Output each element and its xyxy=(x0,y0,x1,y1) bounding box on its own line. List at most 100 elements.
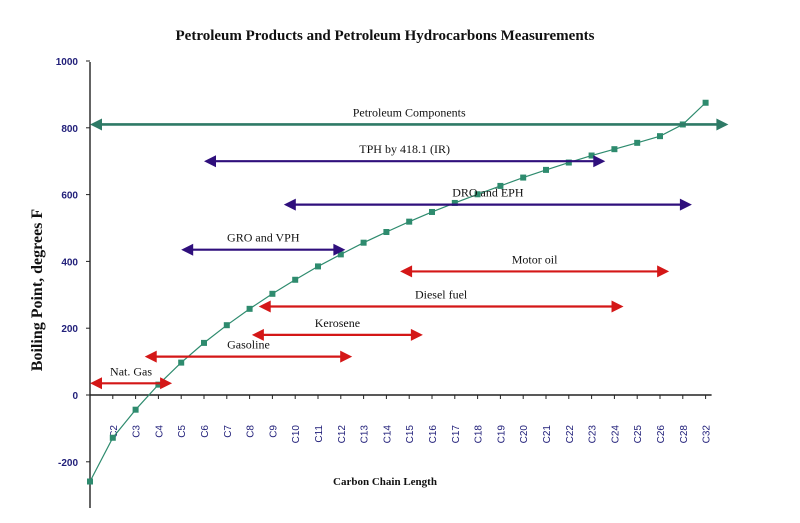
range-label: TPH by 418.1 (IR) xyxy=(359,142,450,156)
axes: -200 0 200 400 600 800 1000 C2 C3 C4 C5 C6 C7 C8 C9 C10… xyxy=(56,57,713,508)
data-point xyxy=(429,208,435,215)
data-point xyxy=(657,133,663,140)
x-tick-label: C8 xyxy=(246,425,257,438)
x-tick-label: C26 xyxy=(656,425,667,444)
data-point xyxy=(588,152,595,159)
data-point xyxy=(565,159,572,166)
x-tick-label: C3 xyxy=(132,425,143,438)
x-tick-label: C19 xyxy=(496,425,507,444)
data-point xyxy=(360,239,367,246)
x-tick-label: C12 xyxy=(337,425,348,444)
x-axis-label: Carbon Chain Length xyxy=(333,476,437,488)
x-tick-label: C22 xyxy=(565,425,576,444)
range-head-right xyxy=(333,243,346,256)
y-tick-label: 200 xyxy=(61,324,78,335)
range-head-right xyxy=(657,265,670,278)
range-arrows: Petroleum Components TPH by 418.1 (IR) DRO… xyxy=(90,105,729,390)
range-label: Petroleum Components xyxy=(353,105,466,119)
y-tick-label: 400 xyxy=(61,257,78,268)
range-head-right xyxy=(160,377,173,390)
range-label: Diesel fuel xyxy=(415,287,468,301)
data-point xyxy=(520,174,527,181)
x-tick-label: C23 xyxy=(588,425,599,444)
x-tick-label: C2 xyxy=(109,425,120,438)
range-head-left xyxy=(258,300,271,313)
range-arrow: DRO and EPH xyxy=(283,186,692,211)
chart-title: Petroleum Products and Petroleum Hydroca… xyxy=(176,28,595,44)
range-head-left xyxy=(181,243,194,256)
data-point xyxy=(155,381,162,388)
data-point xyxy=(315,263,321,270)
range-head-left xyxy=(144,350,157,363)
x-tick-label: C5 xyxy=(177,425,188,438)
data-point xyxy=(132,406,139,413)
range-arrow: Diesel fuel xyxy=(258,287,624,313)
range-arrow: Motor oil xyxy=(400,252,670,278)
range-head-right xyxy=(611,300,624,313)
data-point xyxy=(223,322,230,329)
x-tick-label: C10 xyxy=(291,425,302,444)
x-tick-label: C18 xyxy=(474,425,485,444)
x-tick-label: C28 xyxy=(679,425,690,444)
range-label: Nat. Gas xyxy=(110,364,152,378)
y-tick-label: 800 xyxy=(61,124,78,135)
data-point xyxy=(109,434,116,441)
series-line xyxy=(89,102,707,482)
data-point xyxy=(269,290,276,297)
range-label: Kerosene xyxy=(315,316,360,330)
x-tick-label: C15 xyxy=(405,425,416,444)
x-tick-label: C9 xyxy=(268,425,279,438)
range-head-left xyxy=(204,155,216,168)
x-tick-label: C4 xyxy=(154,425,165,438)
range-head-right xyxy=(716,118,729,131)
x-tick-label: C16 xyxy=(428,425,439,444)
data-point xyxy=(497,182,504,189)
x-tick-label: C11 xyxy=(314,425,325,443)
y-axis-label: Boiling Point, degrees F xyxy=(29,209,46,372)
data-point xyxy=(611,146,618,153)
data-point xyxy=(406,218,413,225)
range-label: Motor oil xyxy=(512,252,558,266)
range-arrow: Gasoline xyxy=(144,338,353,363)
x-tick-label: C14 xyxy=(382,425,393,444)
data-point xyxy=(543,166,549,173)
data-point xyxy=(87,478,93,485)
data-point xyxy=(337,251,344,258)
range-head-left xyxy=(283,198,296,211)
range-head-left xyxy=(400,265,413,278)
range-label: Gasoline xyxy=(227,338,270,352)
y-tick-label: 1000 xyxy=(56,57,79,68)
range-arrow: GRO and VPH xyxy=(181,231,346,256)
range-head-left xyxy=(251,328,264,341)
data-point xyxy=(702,99,709,106)
x-tick-label: C24 xyxy=(610,425,621,444)
x-tick-label: C13 xyxy=(360,425,371,444)
range-head-right xyxy=(410,328,423,341)
range-arrow: Petroleum Components xyxy=(90,105,729,131)
data-point xyxy=(474,191,481,198)
range-arrow: Nat. Gas xyxy=(90,364,173,390)
range-arrow: Kerosene xyxy=(251,316,423,341)
x-tick-label: C21 xyxy=(542,425,553,444)
range-head-right xyxy=(679,198,692,211)
x-tick-label: C20 xyxy=(519,425,530,444)
x-tick-label: C25 xyxy=(633,425,644,444)
data-point xyxy=(178,359,185,366)
data-series xyxy=(87,99,709,485)
range-label: GRO and VPH xyxy=(227,231,300,245)
range-head-right xyxy=(593,155,606,168)
data-point xyxy=(201,339,207,346)
x-tick-label: C6 xyxy=(200,425,211,438)
data-point xyxy=(383,229,390,236)
range-arrow: TPH by 418.1 (IR) xyxy=(204,142,606,168)
range-head-left xyxy=(90,118,102,131)
data-point xyxy=(292,276,299,283)
data-point xyxy=(451,199,458,206)
y-tick-label: -200 xyxy=(58,458,78,469)
x-tick-label: C32 xyxy=(702,425,713,444)
x-tick-label: C17 xyxy=(451,425,462,444)
range-head-right xyxy=(340,350,353,363)
y-tick-label: 0 xyxy=(72,391,78,402)
range-head-left xyxy=(90,377,102,390)
